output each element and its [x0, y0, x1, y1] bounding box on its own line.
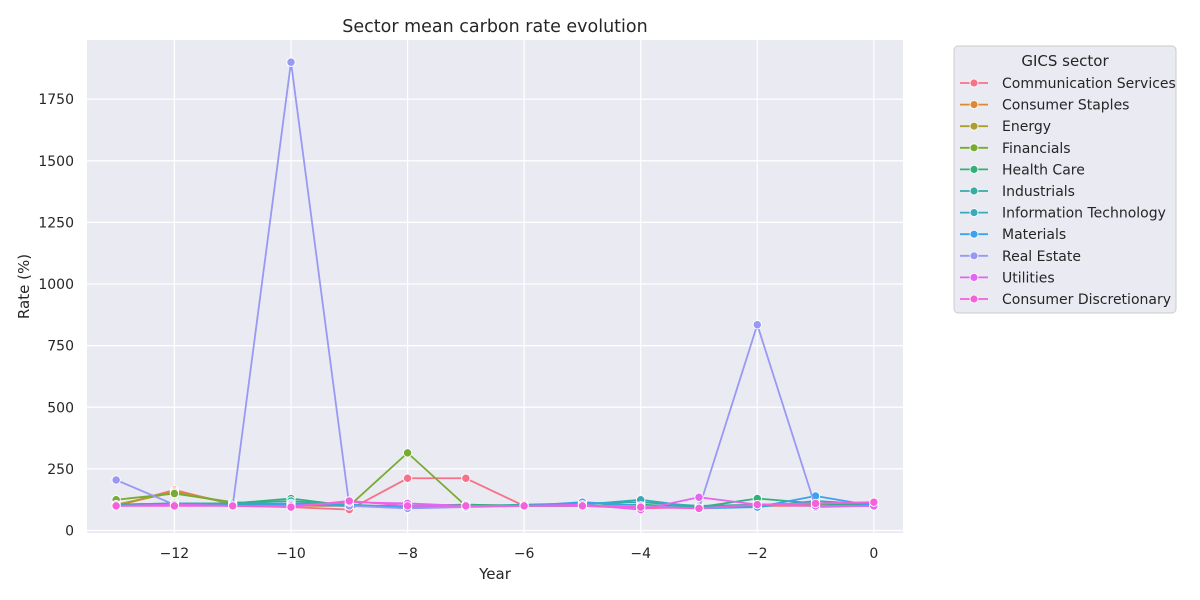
data-point: [461, 501, 471, 511]
data-point: [694, 503, 704, 513]
legend-marker: [969, 294, 979, 304]
legend-marker: [969, 100, 979, 109]
legend-marker: [969, 251, 979, 261]
gridlines: [87, 40, 903, 533]
data-point: [402, 501, 413, 511]
x-tick-label: −8: [397, 546, 418, 562]
legend-label: Industrials: [1002, 184, 1075, 200]
legend-label: Materials: [1002, 227, 1066, 243]
data-point: [636, 502, 646, 512]
x-tick-label: −12: [160, 546, 190, 562]
legend-label: Consumer Discretionary: [1002, 292, 1171, 308]
y-tick-label: 250: [47, 462, 74, 478]
legend-item: Communication Services: [960, 76, 1176, 92]
axis-ticks: −12 −10 −8 −6 −4 −2 0 0 250 500 750 1000 1250 1500 175…: [38, 92, 878, 562]
data-point: [869, 497, 879, 507]
data-point: [286, 502, 296, 512]
plot-area: [87, 40, 903, 533]
legend-marker: [969, 164, 979, 174]
legend-label: Real Estate: [1002, 249, 1081, 265]
legend-marker: [969, 272, 979, 282]
legend-marker: [969, 186, 979, 196]
x-tick-label: −2: [747, 546, 768, 562]
data-point: [111, 501, 121, 511]
data-point: [169, 488, 180, 499]
data-point: [111, 475, 121, 485]
y-tick-label: 500: [47, 400, 74, 416]
data-point: [286, 57, 296, 67]
x-axis-label: Year: [478, 565, 512, 583]
series-layer: [111, 57, 879, 515]
data-point: [461, 473, 471, 483]
legend-label: Health Care: [1002, 162, 1085, 178]
data-point: [228, 501, 238, 511]
x-tick-label: −4: [630, 546, 651, 562]
legend: GICS sector Communication Services Consum…: [953, 45, 1177, 314]
data-point: [344, 496, 354, 506]
data-point: [519, 501, 529, 511]
data-point: [577, 501, 588, 511]
legend-item: Financials: [960, 141, 1071, 157]
legend-item: Consumer Discretionary: [960, 292, 1171, 308]
legend-item: Materials: [960, 227, 1066, 243]
y-tick-label: 1250: [38, 215, 74, 231]
x-tick-label: −6: [514, 546, 535, 562]
y-axis-label: Rate (%): [15, 254, 33, 319]
legend-item: Consumer Staples: [960, 98, 1129, 114]
legend-label: Financials: [1002, 141, 1071, 157]
y-tick-label: 1500: [38, 154, 74, 170]
data-point: [169, 501, 180, 511]
legend-marker: [969, 78, 979, 88]
y-tick-label: 0: [65, 524, 74, 540]
legend-frame: [953, 45, 1177, 314]
legend-items: Communication Services Consumer Staples En…: [960, 76, 1176, 308]
data-point: [810, 498, 821, 509]
series-line: [116, 500, 874, 510]
y-tick-label: 1750: [38, 92, 74, 108]
x-tick-label: −10: [276, 546, 306, 562]
legend-item: Real Estate: [960, 249, 1081, 265]
legend-marker: [969, 121, 979, 131]
legend-label: Energy: [1002, 119, 1051, 135]
legend-marker: [969, 208, 979, 218]
legend-item: Industrials: [960, 184, 1075, 200]
data-point: [402, 473, 413, 483]
legend-label: Information Technology: [1002, 206, 1166, 222]
legend-title: GICS sector: [1021, 52, 1109, 70]
x-tick-label: 0: [869, 546, 878, 562]
data-point: [402, 448, 413, 458]
legend-label: Consumer Staples: [1002, 98, 1129, 114]
legend-label: Communication Services: [1002, 76, 1176, 92]
legend-item: Utilities: [960, 270, 1055, 286]
legend-marker: [969, 143, 979, 153]
data-point: [752, 320, 762, 330]
legend-item: Information Technology: [960, 206, 1166, 222]
legend-item: Health Care: [960, 162, 1085, 178]
y-tick-label: 1000: [38, 277, 74, 293]
data-point: [752, 500, 762, 510]
chart-title: Sector mean carbon rate evolution: [342, 17, 647, 37]
series-consumer-discretionary: [111, 496, 879, 513]
y-tick-label: 750: [47, 339, 74, 355]
data-point: [694, 492, 704, 502]
legend-marker: [969, 229, 979, 239]
legend-label: Utilities: [1002, 270, 1055, 286]
legend-item: Energy: [960, 119, 1051, 135]
